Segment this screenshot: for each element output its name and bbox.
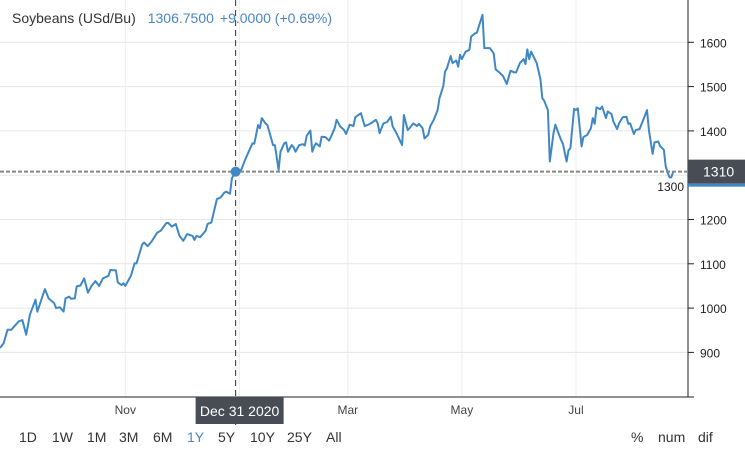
last-price: 1306.7500 xyxy=(147,10,214,26)
crosshair-marker xyxy=(230,166,241,177)
mode-button-percent[interactable]: % xyxy=(631,429,644,445)
range-button-3m[interactable]: 3M xyxy=(119,429,139,445)
y-tick-label: 900 xyxy=(700,346,720,360)
range-button-25y[interactable]: 25Y xyxy=(287,429,312,445)
range-button-6m[interactable]: 6M xyxy=(153,429,173,445)
range-button-1y[interactable]: 1Y xyxy=(187,429,205,445)
date-label-text: Dec 31 2020 xyxy=(200,403,280,419)
price-change: +9.0000 (+0.69%) xyxy=(219,10,333,26)
y-axis: 900 1000 1100 1200 1300 1400 1500 1600 xyxy=(657,0,727,397)
price-label: 1310 xyxy=(688,159,745,187)
y-tick-label: 1000 xyxy=(700,302,727,316)
range-button-1w[interactable]: 1W xyxy=(52,429,73,445)
chart-header: Soybeans (USd/Bu) 1306.7500 +9.0000 (+0.69… xyxy=(12,10,332,26)
y-tick-label: 1200 xyxy=(700,214,727,228)
x-tick-label: Nov xyxy=(115,403,136,417)
mode-button-num[interactable]: num xyxy=(658,429,686,445)
x-tick-label: Jul xyxy=(568,403,583,417)
range-button-10y[interactable]: 10Y xyxy=(250,429,275,445)
price-line xyxy=(0,13,675,349)
mode-button-dif[interactable]: dif xyxy=(698,429,713,445)
date-label: Dec 31 2020 xyxy=(195,397,284,424)
y-tick-label: 1500 xyxy=(700,81,727,95)
x-axis: Nov Mar May Jul xyxy=(0,396,694,417)
range-button-1d[interactable]: 1D xyxy=(19,429,37,445)
y-tick-label: 1300 xyxy=(657,180,684,194)
range-button-1m[interactable]: 1M xyxy=(87,429,107,445)
x-tick-label: Mar xyxy=(337,403,358,417)
y-tick-label: 1100 xyxy=(700,258,726,272)
price-label-text: 1310 xyxy=(703,164,734,180)
price-chart[interactable]: 900 1000 1100 1200 1300 1400 1500 1600 Nov Mar Ma… xyxy=(0,0,745,425)
x-tick-label: May xyxy=(451,403,474,417)
y-tick-label: 1400 xyxy=(700,125,727,139)
range-button-all[interactable]: All xyxy=(326,429,342,445)
range-button-5y[interactable]: 5Y xyxy=(218,429,236,445)
grid xyxy=(0,0,688,397)
y-tick-label: 1600 xyxy=(700,36,727,50)
instrument-name: Soybeans (USd/Bu) xyxy=(12,10,136,26)
